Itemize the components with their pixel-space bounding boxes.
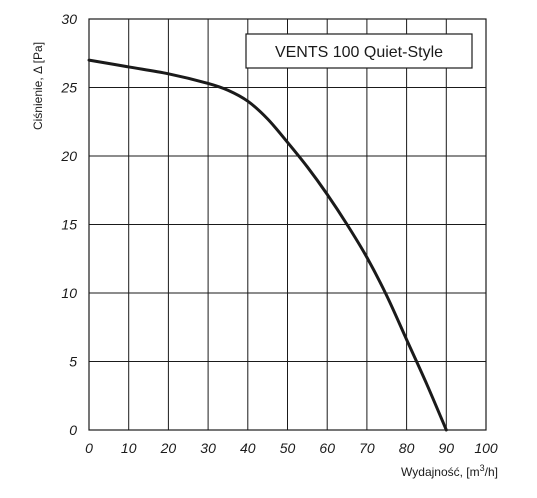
y-tick-label: 5 [69, 354, 77, 370]
y-tick-labels: 0 5 10 15 20 25 30 [60, 11, 77, 438]
y-tick-label: 10 [61, 285, 77, 301]
x-tick-label: 70 [359, 440, 375, 456]
y-tick-label: 15 [61, 217, 77, 233]
x-axis-label-end: /h] [485, 465, 498, 479]
y-tick-label: 30 [61, 11, 77, 27]
x-tick-label: 40 [240, 440, 256, 456]
x-tick-label: 30 [200, 440, 216, 456]
x-tick-label: 90 [439, 440, 455, 456]
x-tick-label: 0 [85, 440, 93, 456]
chart-title: VENTS 100 Quiet-Style [275, 44, 443, 61]
x-tick-labels: 0 10 20 30 40 50 60 70 80 90 100 [85, 440, 498, 456]
x-tick-label: 80 [399, 440, 415, 456]
x-tick-label: 50 [280, 440, 296, 456]
x-tick-label: 20 [160, 440, 177, 456]
pressure-curve-line [87, 58, 448, 432]
y-tick-label: 20 [60, 148, 77, 164]
y-tick-label: 25 [60, 80, 77, 96]
title-frame [245, 33, 473, 69]
x-tick-label: 60 [319, 440, 335, 456]
x-axis-label-main: Wydajność, [m [401, 465, 480, 479]
x-tick-label: 100 [474, 440, 498, 456]
x-axis-label-superscript: 3 [480, 463, 485, 473]
y-axis-label: Ciśnienie, Δ [Pa] [31, 42, 45, 130]
plot-frame [88, 18, 487, 431]
chart-title-box: VENTS 100 Quiet-Style [245, 33, 473, 69]
x-tick-label: 10 [121, 440, 137, 456]
x-axis-label: Wydajność, [m3/h] [401, 463, 498, 479]
grid [88, 18, 487, 431]
y-tick-label: 0 [69, 422, 77, 438]
